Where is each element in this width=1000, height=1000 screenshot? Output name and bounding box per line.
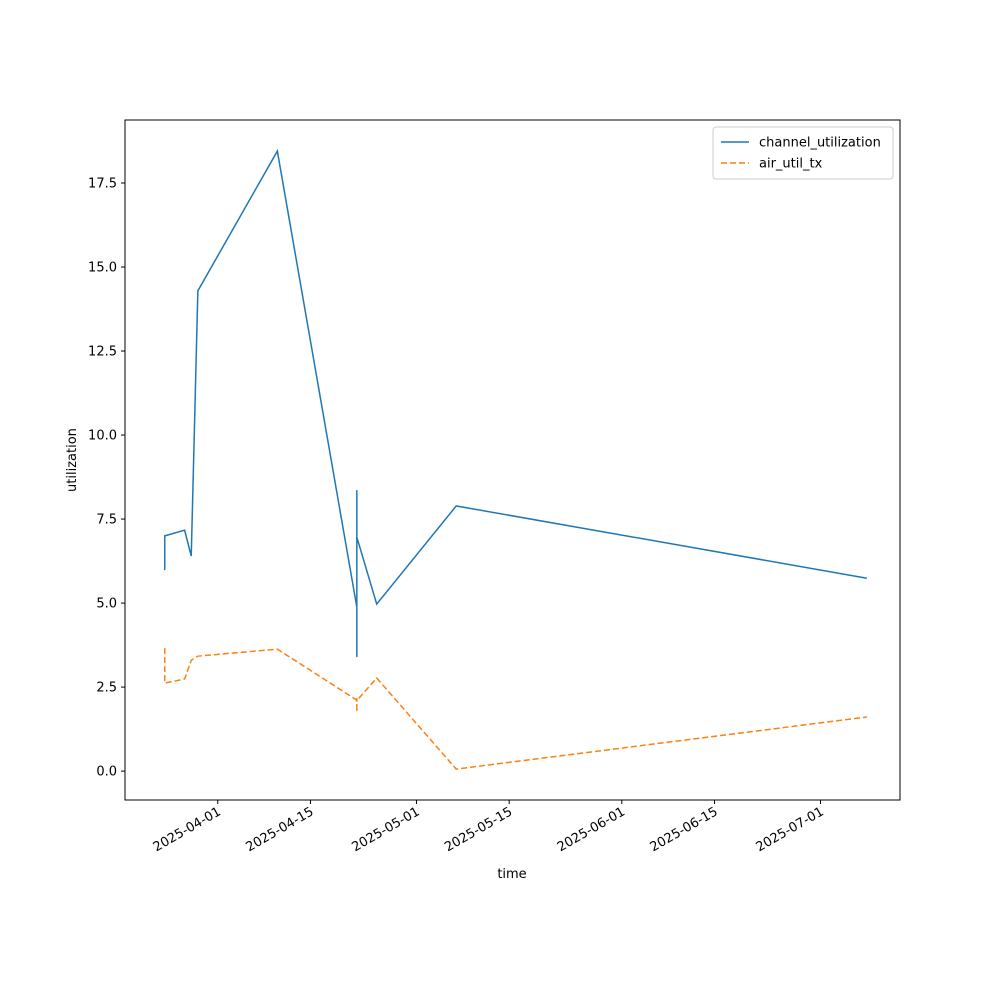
legend-box bbox=[712, 126, 894, 180]
x-tick-label: 2025-06-01 bbox=[555, 804, 628, 855]
x-tick-label: 2025-06-15 bbox=[648, 804, 721, 855]
legend-label: air_util_tx bbox=[759, 157, 823, 172]
x-tick-label: 2025-04-15 bbox=[244, 804, 317, 855]
x-axis-label: time bbox=[497, 867, 526, 882]
line-series bbox=[163, 648, 867, 770]
y-tick-label: 7.5 bbox=[96, 513, 117, 528]
x-tick-label: 2025-04-01 bbox=[151, 804, 224, 855]
x-tick-label: 2025-05-15 bbox=[442, 804, 515, 855]
y-axis-label: utilization bbox=[65, 428, 80, 492]
x-tick-label: 2025-07-01 bbox=[754, 804, 827, 855]
plot-frame bbox=[124, 119, 901, 801]
y-tick-label: 15.0 bbox=[88, 261, 117, 276]
y-tick-label: 5.0 bbox=[96, 597, 117, 612]
legend-label: channel_utilization bbox=[759, 136, 881, 151]
y-tick-label: 10.0 bbox=[88, 429, 117, 444]
x-tick-label: 2025-05-01 bbox=[350, 804, 423, 855]
y-tick-label: 12.5 bbox=[88, 345, 117, 360]
y-tick-label: 17.5 bbox=[88, 177, 117, 192]
y-tick-label: 0.0 bbox=[96, 765, 117, 780]
y-tick-label: 2.5 bbox=[96, 681, 117, 696]
line-series bbox=[163, 148, 868, 658]
